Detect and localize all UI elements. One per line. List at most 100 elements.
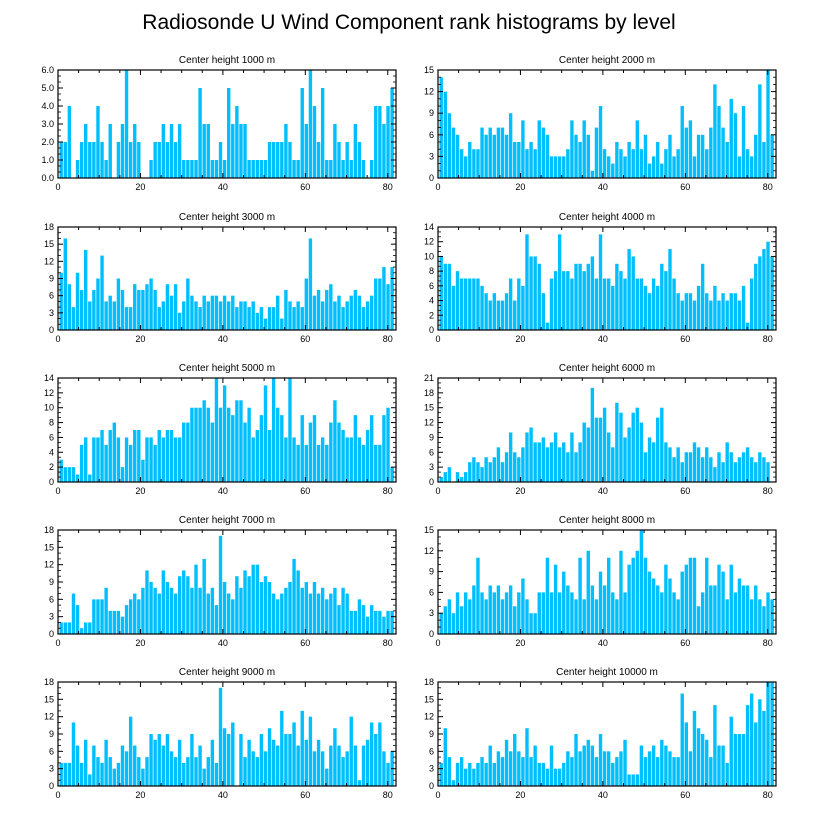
bar [239, 587, 243, 634]
bar [202, 400, 206, 482]
bar [733, 592, 738, 634]
bar [615, 263, 619, 330]
bar [696, 285, 701, 330]
bar [709, 300, 713, 330]
bar [157, 734, 161, 786]
y-tick-label: 3 [429, 151, 434, 161]
bar [631, 557, 635, 634]
bar [725, 142, 729, 178]
bar [496, 300, 501, 330]
bar [349, 716, 353, 786]
bar [615, 757, 619, 786]
bar [566, 149, 570, 178]
bar [545, 557, 550, 634]
y-tick-label: 18 [44, 222, 54, 232]
bar [304, 739, 309, 786]
bar [239, 124, 243, 178]
bar [280, 415, 284, 482]
x-tick-label: 60 [680, 334, 690, 344]
bar [598, 417, 603, 482]
y-tick-label: 9 [429, 729, 434, 739]
x-tick-label: 80 [763, 334, 773, 344]
bar [566, 452, 570, 482]
bar [717, 745, 721, 786]
bar [153, 739, 157, 786]
bar [700, 734, 705, 786]
bar [288, 734, 292, 786]
y-tick-label: 9 [429, 567, 434, 577]
bar [206, 301, 210, 330]
bar [382, 124, 386, 178]
bar [758, 452, 762, 482]
bar [443, 263, 447, 330]
bar [672, 156, 676, 178]
bar [476, 762, 480, 786]
bar [365, 616, 370, 634]
bar [762, 249, 766, 330]
bar [100, 255, 104, 330]
bar [243, 570, 247, 634]
bar [112, 301, 116, 330]
y-tick-label: 6 [429, 281, 434, 291]
bar [766, 462, 770, 482]
bar [447, 263, 452, 330]
bar [67, 106, 72, 178]
bar [553, 432, 558, 482]
bar [705, 739, 709, 786]
x-tick-label: 80 [383, 182, 393, 192]
bar [182, 762, 186, 786]
x-tick-label: 60 [300, 334, 310, 344]
bar [251, 564, 255, 634]
bar [59, 272, 63, 330]
x-tick-label: 0 [435, 638, 440, 648]
bar [721, 293, 725, 330]
bar [173, 757, 178, 786]
bar [374, 106, 378, 178]
bar [386, 407, 390, 482]
bar [247, 307, 251, 330]
bar [63, 142, 67, 178]
bar [562, 442, 566, 482]
bar [308, 422, 313, 482]
plot-frame [437, 377, 777, 483]
bar [206, 407, 210, 482]
bar [656, 585, 660, 634]
bar [480, 467, 484, 482]
bar [488, 462, 492, 482]
bar [488, 745, 492, 786]
bar [284, 587, 288, 634]
bar [741, 106, 746, 178]
bar [333, 587, 337, 634]
bar [729, 293, 733, 330]
bar [570, 278, 574, 330]
bar [688, 120, 693, 178]
bar [280, 142, 284, 178]
bar [627, 142, 631, 178]
bar [75, 272, 80, 330]
bar [439, 256, 443, 330]
panel-title: Center height 8000 m [559, 515, 655, 526]
bar [574, 134, 578, 178]
bar [271, 142, 276, 178]
bar [717, 452, 721, 482]
bar [517, 592, 521, 634]
bar [214, 378, 219, 482]
bar [672, 278, 676, 330]
bar [574, 599, 578, 634]
bar [104, 739, 108, 786]
bar [721, 745, 725, 786]
bar [357, 437, 362, 482]
bar [660, 407, 664, 482]
bar [227, 88, 231, 178]
bar [639, 149, 644, 178]
bar [611, 285, 615, 330]
bar [607, 751, 611, 786]
bar [709, 457, 713, 482]
bar [464, 592, 468, 634]
x-tick-label: 20 [135, 638, 145, 648]
bar [263, 576, 268, 634]
bar [656, 142, 660, 178]
bar [447, 599, 452, 634]
bar [741, 285, 746, 330]
bar [676, 293, 680, 330]
